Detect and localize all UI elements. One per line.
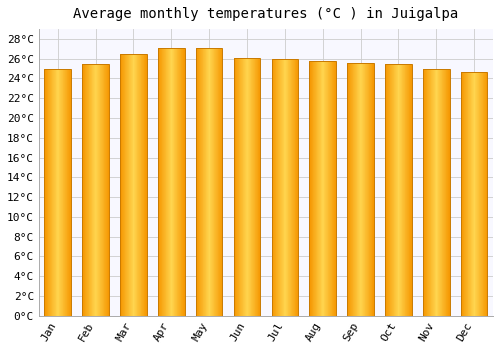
Bar [423,69,450,316]
Bar [272,59,298,316]
Bar [385,64,411,316]
Bar [196,48,222,316]
Bar [234,58,260,316]
Bar [310,61,336,316]
Bar [158,48,184,316]
Title: Average monthly temperatures (°C ) in Juigalpa: Average monthly temperatures (°C ) in Ju… [74,7,458,21]
Bar [44,69,71,316]
Bar [348,63,374,316]
Bar [120,54,146,316]
Bar [82,64,109,316]
Bar [461,71,487,316]
